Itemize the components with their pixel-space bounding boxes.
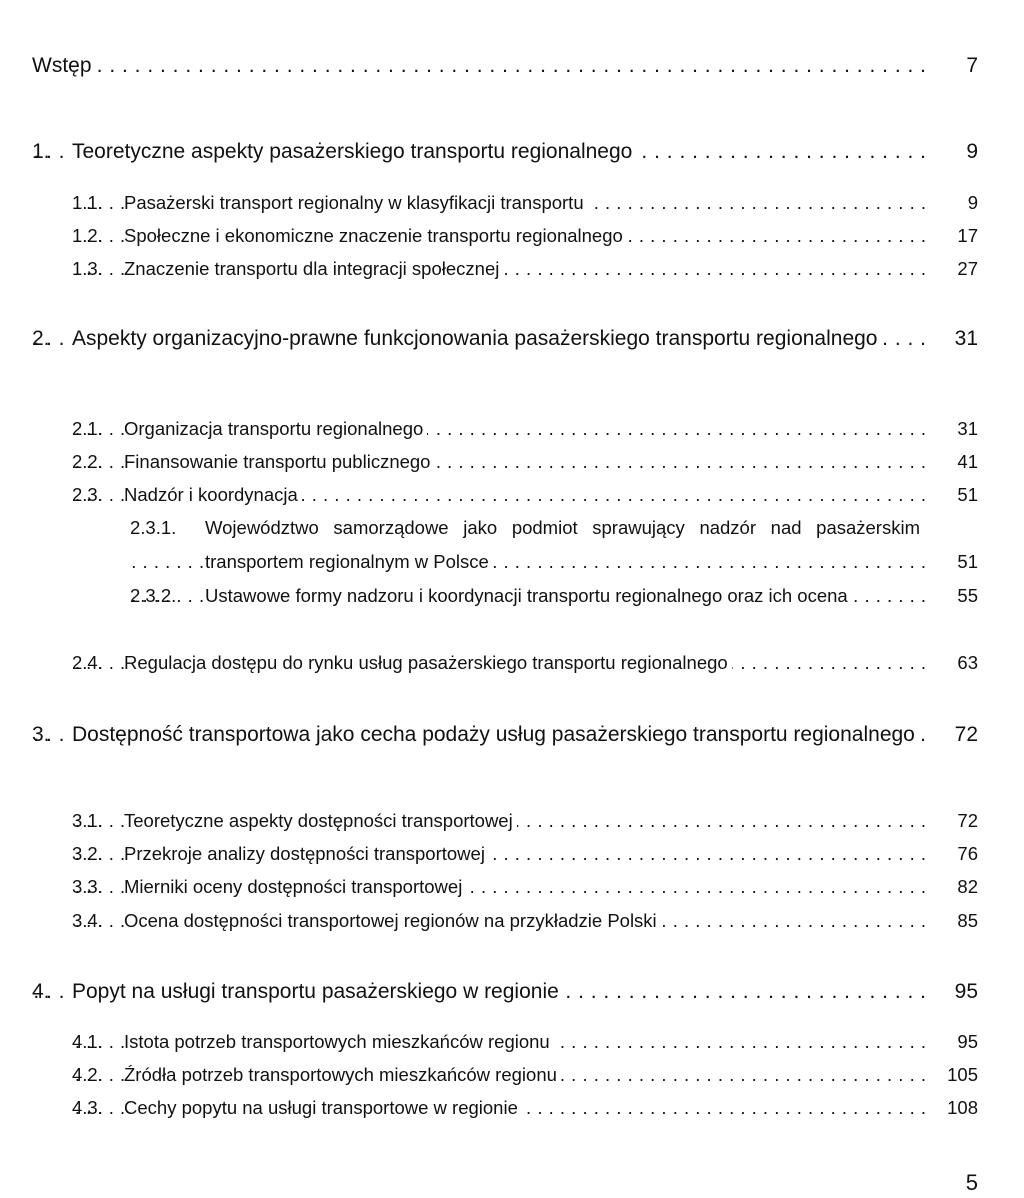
entry-title: Regulacja dostępu do rynku usług pasażer… xyxy=(124,652,732,673)
toc-entry: 2.3.2. Ustawowe formy nadzoru i koordynac… xyxy=(130,579,978,613)
toc-entry: 3.4. Ocena dostępności transportowej regi… xyxy=(72,904,978,938)
entry-title: Ustawowe formy nadzoru i koordynacji tra… xyxy=(205,585,852,606)
toc-entry: 4.1. Istota potrzeb transportowych mieszk… xyxy=(72,1025,978,1059)
entry-page: 95 xyxy=(954,980,978,1003)
entry-page: 9 xyxy=(967,192,978,213)
entry-text: Przekroje analizy dostępności transporto… xyxy=(72,837,978,871)
toc-entry: 2.3.Nadzór i koordynacja51 xyxy=(72,478,978,512)
entry-text: Aspekty organizacyjno-prawne funkcjonowa… xyxy=(32,321,978,357)
entry-text: Regulacja dostępu do rynku usług pasażer… xyxy=(72,646,978,680)
entry-title: Dostępność transportowa jako cecha podaż… xyxy=(72,723,919,746)
toc-entry: 1. Teoretyczne aspekty pasażerskiego tran… xyxy=(32,134,978,170)
entry-page: 7 xyxy=(966,54,978,77)
entry-page: 85 xyxy=(957,910,978,931)
entry-page: 105 xyxy=(947,1064,978,1085)
entry-title: Społeczne i ekonomiczne znaczenie transp… xyxy=(124,225,627,246)
toc-entry: 1.2. Społeczne i ekonomiczne znaczenie tr… xyxy=(72,219,978,253)
entry-title: Ocena dostępności transportowej regionów… xyxy=(124,910,661,931)
entry-title: Aspekty organizacyjno-prawne funkcjonowa… xyxy=(72,327,882,350)
toc-entry: 1.3. Znaczenie transportu dla integracji … xyxy=(72,252,978,286)
entry-page: 51 xyxy=(957,484,978,505)
entry-text: Ocena dostępności transportowej regionów… xyxy=(72,904,978,938)
entry-text: Teoretyczne aspekty dostępności transpor… xyxy=(72,804,978,838)
entry-title: Źródła potrzeb transportowych mieszkańcó… xyxy=(124,1064,561,1085)
toc-entry: 2. Aspekty organizacyjno-prawne funkcjono… xyxy=(32,321,978,357)
toc-entry: 3.1. Teoretyczne aspekty dostępności tran… xyxy=(72,804,978,838)
entry-title: Przekroje analizy dostępności transporto… xyxy=(124,843,489,864)
toc-entry: 2.1.Organizacja transportu regionalnego3… xyxy=(72,412,978,446)
entry-text: Organizacja transportu regionalnego xyxy=(72,412,978,446)
entry-text: Istota potrzeb transportowych mieszkańcó… xyxy=(72,1025,978,1059)
entry-title: Wstęp xyxy=(32,54,96,77)
entry-title: Istota potrzeb transportowych mieszkańcó… xyxy=(124,1031,554,1052)
entry-text: Źródła potrzeb transportowych mieszkańcó… xyxy=(72,1058,978,1092)
toc-entry: 4.3. Cechy popytu na usługi transportowe … xyxy=(72,1091,978,1125)
entry-title: Teoretyczne aspekty pasażerskiego transp… xyxy=(72,140,637,163)
entry-text: Województwo samorządowe jako podmiot spr… xyxy=(130,511,978,578)
entry-page: 108 xyxy=(947,1097,978,1118)
toc-entry: 4. Popyt na usługi transportu pasażerskie… xyxy=(32,974,978,1010)
entry-page: 31 xyxy=(954,327,978,350)
entry-text: Dostępność transportowa jako cecha podaż… xyxy=(32,717,978,753)
entry-text: Znaczenie transportu dla integracji społ… xyxy=(72,252,978,286)
entry-page: 17 xyxy=(957,225,978,246)
entry-text: Popyt na usługi transportu pasażerskiego… xyxy=(32,974,978,1010)
entry-title: Pasażerski transport regionalny w klasyf… xyxy=(124,192,588,213)
entry-page: 31 xyxy=(957,418,978,439)
entry-title: Nadzór i koordynacja xyxy=(124,484,302,505)
entry-text: Cechy popytu na usługi transportowe w re… xyxy=(72,1091,978,1125)
toc-entry: 1.1. Pasażerski transport regionalny w kl… xyxy=(72,186,978,220)
entry-page: 76 xyxy=(957,843,978,864)
entry-text: Ustawowe formy nadzoru i koordynacji tra… xyxy=(130,579,978,613)
entry-text: Społeczne i ekonomiczne znaczenie transp… xyxy=(72,219,978,253)
page-number: 5 xyxy=(965,1170,978,1195)
toc-entry: 3.2. Przekroje analizy dostępności transp… xyxy=(72,837,978,871)
entry-text: Wstęp xyxy=(32,48,978,84)
entry-title: Popyt na usługi transportu pasażerskiego… xyxy=(72,980,563,1003)
toc-entry: 2.4. Regulacja dostępu do rynku usług pas… xyxy=(72,646,978,680)
entry-title: Mierniki oceny dostępności transportowej xyxy=(124,876,467,897)
entry-title: Cechy popytu na usługi transportowe w re… xyxy=(124,1097,522,1118)
toc-entry: 2.3.1. Województwo samorządowe jako podmi… xyxy=(130,511,978,578)
entry-title: Finansowanie transportu publicznego xyxy=(124,451,435,472)
toc-entry: 3. Dostępność transportowa jako cecha pod… xyxy=(32,717,978,753)
toc-entry: 3.3. Mierniki oceny dostępności transport… xyxy=(72,870,978,904)
entry-page: 95 xyxy=(957,1031,978,1052)
entry-page: 72 xyxy=(954,723,978,746)
entry-title: Znaczenie transportu dla integracji społ… xyxy=(124,258,504,279)
entry-page: 27 xyxy=(957,258,978,279)
entry-text: Teoretyczne aspekty pasażerskiego transp… xyxy=(32,134,978,170)
entry-text: Finansowanie transportu publicznego xyxy=(72,445,978,479)
entry-text: Nadzór i koordynacja xyxy=(72,478,978,512)
entry-page: 9 xyxy=(966,140,978,163)
entry-text: Pasażerski transport regionalny w klasyf… xyxy=(72,186,978,220)
entry-page: 63 xyxy=(957,652,978,673)
entry-page: 51 xyxy=(957,550,978,572)
entry-title: Organizacja transportu regionalnego xyxy=(124,418,428,439)
entry-page: 82 xyxy=(957,876,978,897)
toc-entry: 2.2.Finansowanie transportu publicznego4… xyxy=(72,445,978,479)
toc-entry: Wstęp 7 xyxy=(32,48,978,84)
entry-text: Mierniki oceny dostępności transportowej xyxy=(72,870,978,904)
toc-entry: 4.2. Źródła potrzeb transportowych mieszk… xyxy=(72,1058,978,1092)
entry-page: 41 xyxy=(957,451,978,472)
entry-title: Teoretyczne aspekty dostępności transpor… xyxy=(124,810,517,831)
entry-page: 55 xyxy=(957,585,978,606)
entry-title: Województwo samorządowe jako podmiot spr… xyxy=(205,517,920,572)
entry-page: 72 xyxy=(957,810,978,831)
